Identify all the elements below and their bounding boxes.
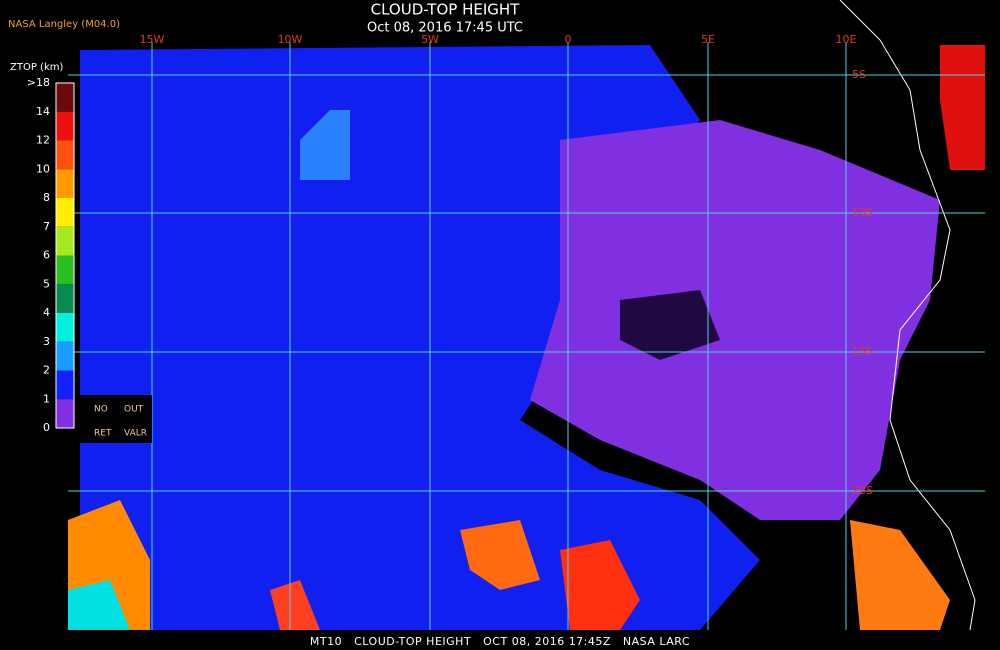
colorbar-label: 12 [36,134,50,147]
cloud-patch [68,580,130,630]
colorbar-swatch [56,83,74,112]
colorbar-swatch [56,370,74,400]
longitude-label: 0 [565,33,572,46]
longitude-label: 15W [140,33,165,46]
colorbar-label: 2 [43,364,50,377]
latitude-label: 5S [852,68,866,81]
longitude-label: 5E [701,33,715,46]
colorbar-swatch [56,341,74,371]
legend-note: OUT [124,405,144,415]
very-low-cloud-region [530,120,940,520]
longitude-label: 10W [278,33,303,46]
latitude-label: 10S [852,206,873,219]
high-cloud-patch [850,520,950,630]
colorbar-swatch [56,226,74,256]
colorbar-label: 10 [36,162,50,175]
legend-note: RET [94,429,112,439]
colorbar-swatch [56,284,74,313]
colorbar-label: 0 [43,421,50,434]
colorbar-swatch [56,169,74,198]
colorbar-swatch [56,140,74,170]
mid-cloud-patch [300,110,350,180]
colorbar-label: 3 [43,335,50,348]
clear-patch [620,290,720,360]
colorbar-label: 1 [43,392,50,405]
high-cloud-patch [270,580,320,630]
colorbar-label: 8 [43,191,50,204]
longitude-label: 10E [836,33,857,46]
subtitle: Oct 08, 2016 17:45 UTC [367,21,523,36]
footer: MT10 CLOUD-TOP HEIGHT OCT 08, 2016 17:45… [310,635,690,648]
colorbar-label: 4 [43,306,50,319]
colorbar-label: 5 [43,277,50,290]
title: CLOUD-TOP HEIGHT [371,1,521,19]
graticule: 15W 10W 5W 0 5E 10E 5S 10S 15S 20S [68,33,985,630]
colorbar-title: ZTOP (km) [10,62,63,73]
colorbar-swatch [56,255,74,285]
latitude-label: 15S [852,345,873,358]
colorbar-label: >18 [27,76,50,89]
colorbar-frame [55,82,75,429]
legend-note: VALR [124,429,147,439]
colorbar-swatch [56,313,74,342]
source: NASA Langley (M04.0) [8,19,120,30]
colorbar-swatch [56,198,74,227]
colorbar-swatch [56,399,74,428]
cloud-field [68,0,985,631]
high-cloud-patch [940,45,985,170]
colorbar-label: 6 [43,249,50,262]
legend-box [80,395,152,443]
longitude-label: 5W [421,33,439,46]
high-cloud-patch [560,540,640,630]
latitude-label: 20S [852,484,873,497]
colorbar-label: 7 [43,220,50,233]
colorbar-label: 14 [36,105,50,118]
colorbar-swatch [56,111,74,141]
legend-note: NO [94,405,108,415]
coastline [839,0,976,631]
high-cloud-patch [460,520,540,590]
